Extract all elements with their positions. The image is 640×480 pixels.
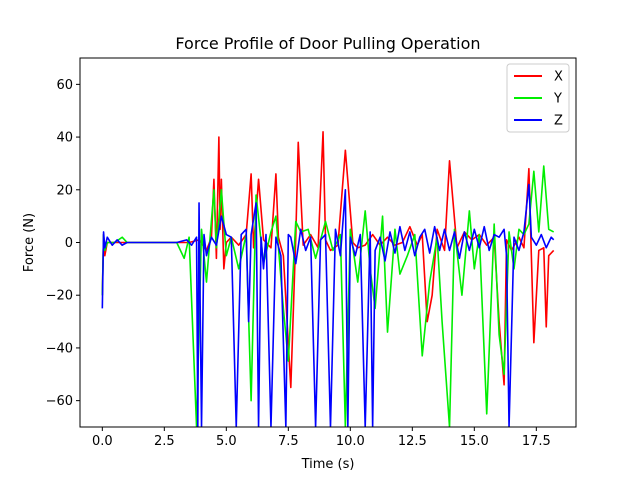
x-tick-label: 17.5 bbox=[522, 434, 551, 449]
y-tick-label: 0 bbox=[65, 236, 73, 251]
legend: XYZ bbox=[506, 63, 570, 133]
y-tick-label: −40 bbox=[46, 341, 73, 356]
y-tick-label: 20 bbox=[56, 183, 73, 198]
x-tick-label: 15.0 bbox=[460, 434, 489, 449]
x-tick-label: 12.5 bbox=[398, 434, 427, 449]
y-tick-label: −60 bbox=[46, 394, 73, 409]
y-tick-label: 60 bbox=[56, 78, 73, 93]
x-axis: 0.0 2.5 5.0 7.5 10.0 12.5 15.0 17.5 bbox=[92, 427, 551, 449]
legend-label-y: Y bbox=[553, 92, 562, 107]
y-axis-label: Force (N) bbox=[22, 213, 37, 272]
legend-label-z: Z bbox=[554, 114, 563, 129]
x-axis-label: Time (s) bbox=[301, 457, 355, 472]
x-tick-label: 5.0 bbox=[216, 434, 237, 449]
y-tick-label: 40 bbox=[56, 131, 73, 146]
y-tick-label: −20 bbox=[46, 289, 73, 304]
chart-title: Force Profile of Door Pulling Operation bbox=[175, 34, 480, 53]
y-axis: −60 −40 −20 0 20 40 60 bbox=[46, 78, 80, 409]
x-tick-label: 7.5 bbox=[278, 434, 299, 449]
series-line-z bbox=[101, 183, 555, 427]
series-layer bbox=[101, 131, 555, 427]
x-tick-label: 0.0 bbox=[92, 434, 113, 449]
legend-label-x: X bbox=[554, 70, 563, 85]
x-tick-label: 2.5 bbox=[154, 434, 175, 449]
x-tick-label: 10.0 bbox=[336, 434, 365, 449]
